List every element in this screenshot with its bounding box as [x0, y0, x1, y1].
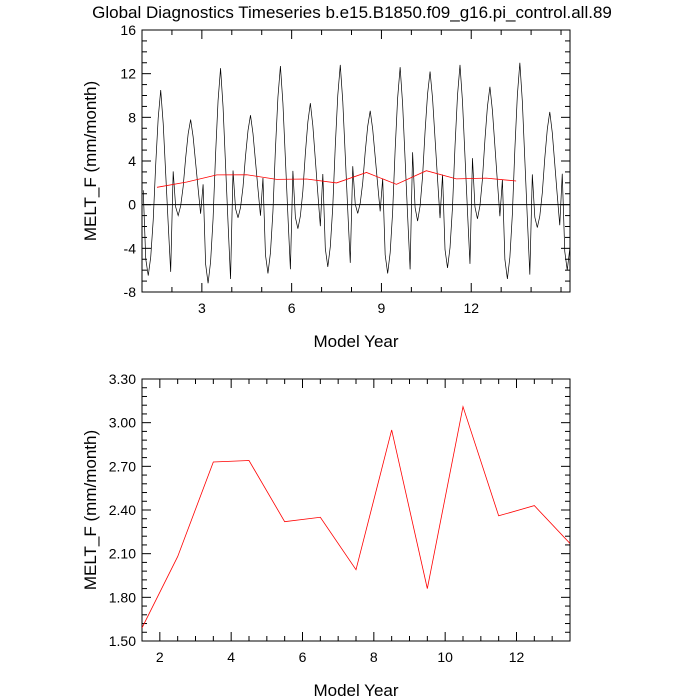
annual-mean-series-line	[156, 170, 517, 188]
y-tick-label: 12	[120, 66, 136, 82]
x-axis-label: Model Year	[313, 681, 398, 700]
x-tick-label: 12	[509, 649, 525, 665]
x-tick-label: 12	[463, 300, 479, 316]
y-tick-label: 2.10	[109, 546, 136, 562]
chart-title: Global Diagnostics Timeseries b.e15.B185…	[92, 3, 612, 22]
y-tick-label: 1.50	[109, 633, 136, 649]
x-tick-label: 9	[378, 300, 386, 316]
plot-frame	[141, 378, 571, 642]
plot-frame	[141, 29, 571, 293]
y-tick-label: 3.30	[109, 371, 136, 387]
x-tick-label: 10	[437, 649, 453, 665]
x-tick-label: 8	[370, 649, 378, 665]
x-tick-label: 6	[288, 300, 296, 316]
y-tick-label: 8	[128, 109, 136, 125]
y-tick-label: 4	[128, 153, 136, 169]
x-axis-label: Model Year	[313, 332, 398, 351]
y-tick-label: 0	[128, 197, 136, 213]
y-tick-label: 2.70	[109, 458, 136, 474]
y-axis-label: MELT_F (mm/month)	[81, 81, 100, 241]
annual-mean-panel: 2 4 6 8 10 12 1.50 1.80 2.10 2.40 2.70 3.00 3.30 Mode…	[81, 371, 571, 700]
y-tick-label: 3.00	[109, 415, 136, 431]
y-tick-label: -8	[124, 284, 137, 300]
y-tick-label: -4	[124, 240, 137, 256]
x-tick-label: 2	[156, 649, 164, 665]
x-tick-label: 6	[299, 649, 307, 665]
timeseries-panel: 3 6 9 12 -8 -4 0 4 8 12 16 Model Year MELT_F (mm/mon…	[81, 22, 571, 351]
annual-mean-series-line	[142, 405, 570, 629]
y-tick-label: 2.40	[109, 502, 136, 518]
monthly-series-line	[142, 62, 570, 284]
x-tick-label: 3	[198, 300, 206, 316]
y-tick-label: 1.80	[109, 589, 136, 605]
x-tick-label: 4	[227, 649, 235, 665]
y-tick-label: 16	[120, 22, 136, 38]
y-axis-label: MELT_F (mm/month)	[81, 430, 100, 590]
